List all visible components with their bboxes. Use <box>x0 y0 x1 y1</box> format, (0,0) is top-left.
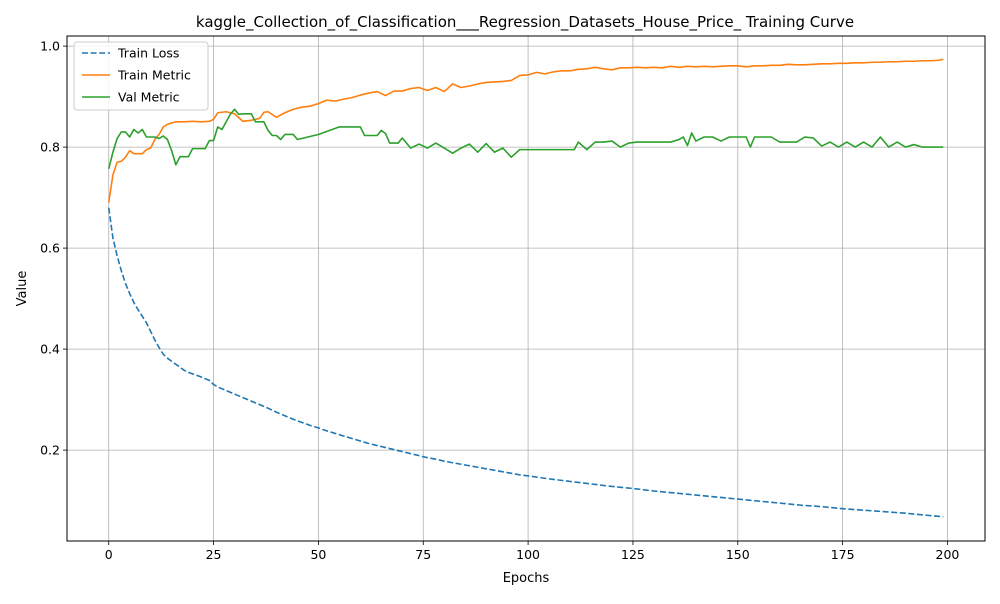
axis-ticks: 0 25 50 75 100 125 150 175 200 0.2 0.4 0.6 0.8 1.0 <box>40 39 959 562</box>
x-tick-label: 100 <box>516 547 540 562</box>
x-axis-label: Epochs <box>503 571 550 586</box>
legend-label-val-metric: Val Metric <box>118 90 180 105</box>
grid-lines <box>67 36 985 541</box>
series-line-train-loss <box>107 207 944 518</box>
chart-title: kaggle_Collection_of_Classification___Re… <box>196 13 854 32</box>
x-tick-label: 25 <box>206 547 222 562</box>
y-tick-label: 1.0 <box>40 39 60 54</box>
legend-label-train-loss: Train Loss <box>117 46 179 61</box>
series-line-val-metric <box>107 108 944 170</box>
plot-series <box>107 58 944 518</box>
plot-frame <box>66 35 986 542</box>
x-tick-label: 150 <box>726 547 750 562</box>
x-tick-label: 0 <box>105 547 113 562</box>
x-tick-label: 175 <box>831 547 855 562</box>
legend-label-train-metric: Train Metric <box>117 68 191 83</box>
y-tick-label: 0.8 <box>40 140 60 155</box>
legend-box <box>73 41 209 111</box>
y-tick-label: 0.4 <box>40 342 60 357</box>
y-tick-label: 0.6 <box>40 241 60 256</box>
x-tick-label: 50 <box>310 547 326 562</box>
x-tick-label: 125 <box>621 547 645 562</box>
y-axis-label: Value <box>15 271 30 307</box>
x-tick-label: 75 <box>415 547 431 562</box>
series-line-train-metric <box>107 58 944 203</box>
y-tick-label: 0.2 <box>40 443 60 458</box>
x-tick-label: 200 <box>936 547 960 562</box>
legend: Train Loss Train Metric Val Metric <box>73 41 209 111</box>
